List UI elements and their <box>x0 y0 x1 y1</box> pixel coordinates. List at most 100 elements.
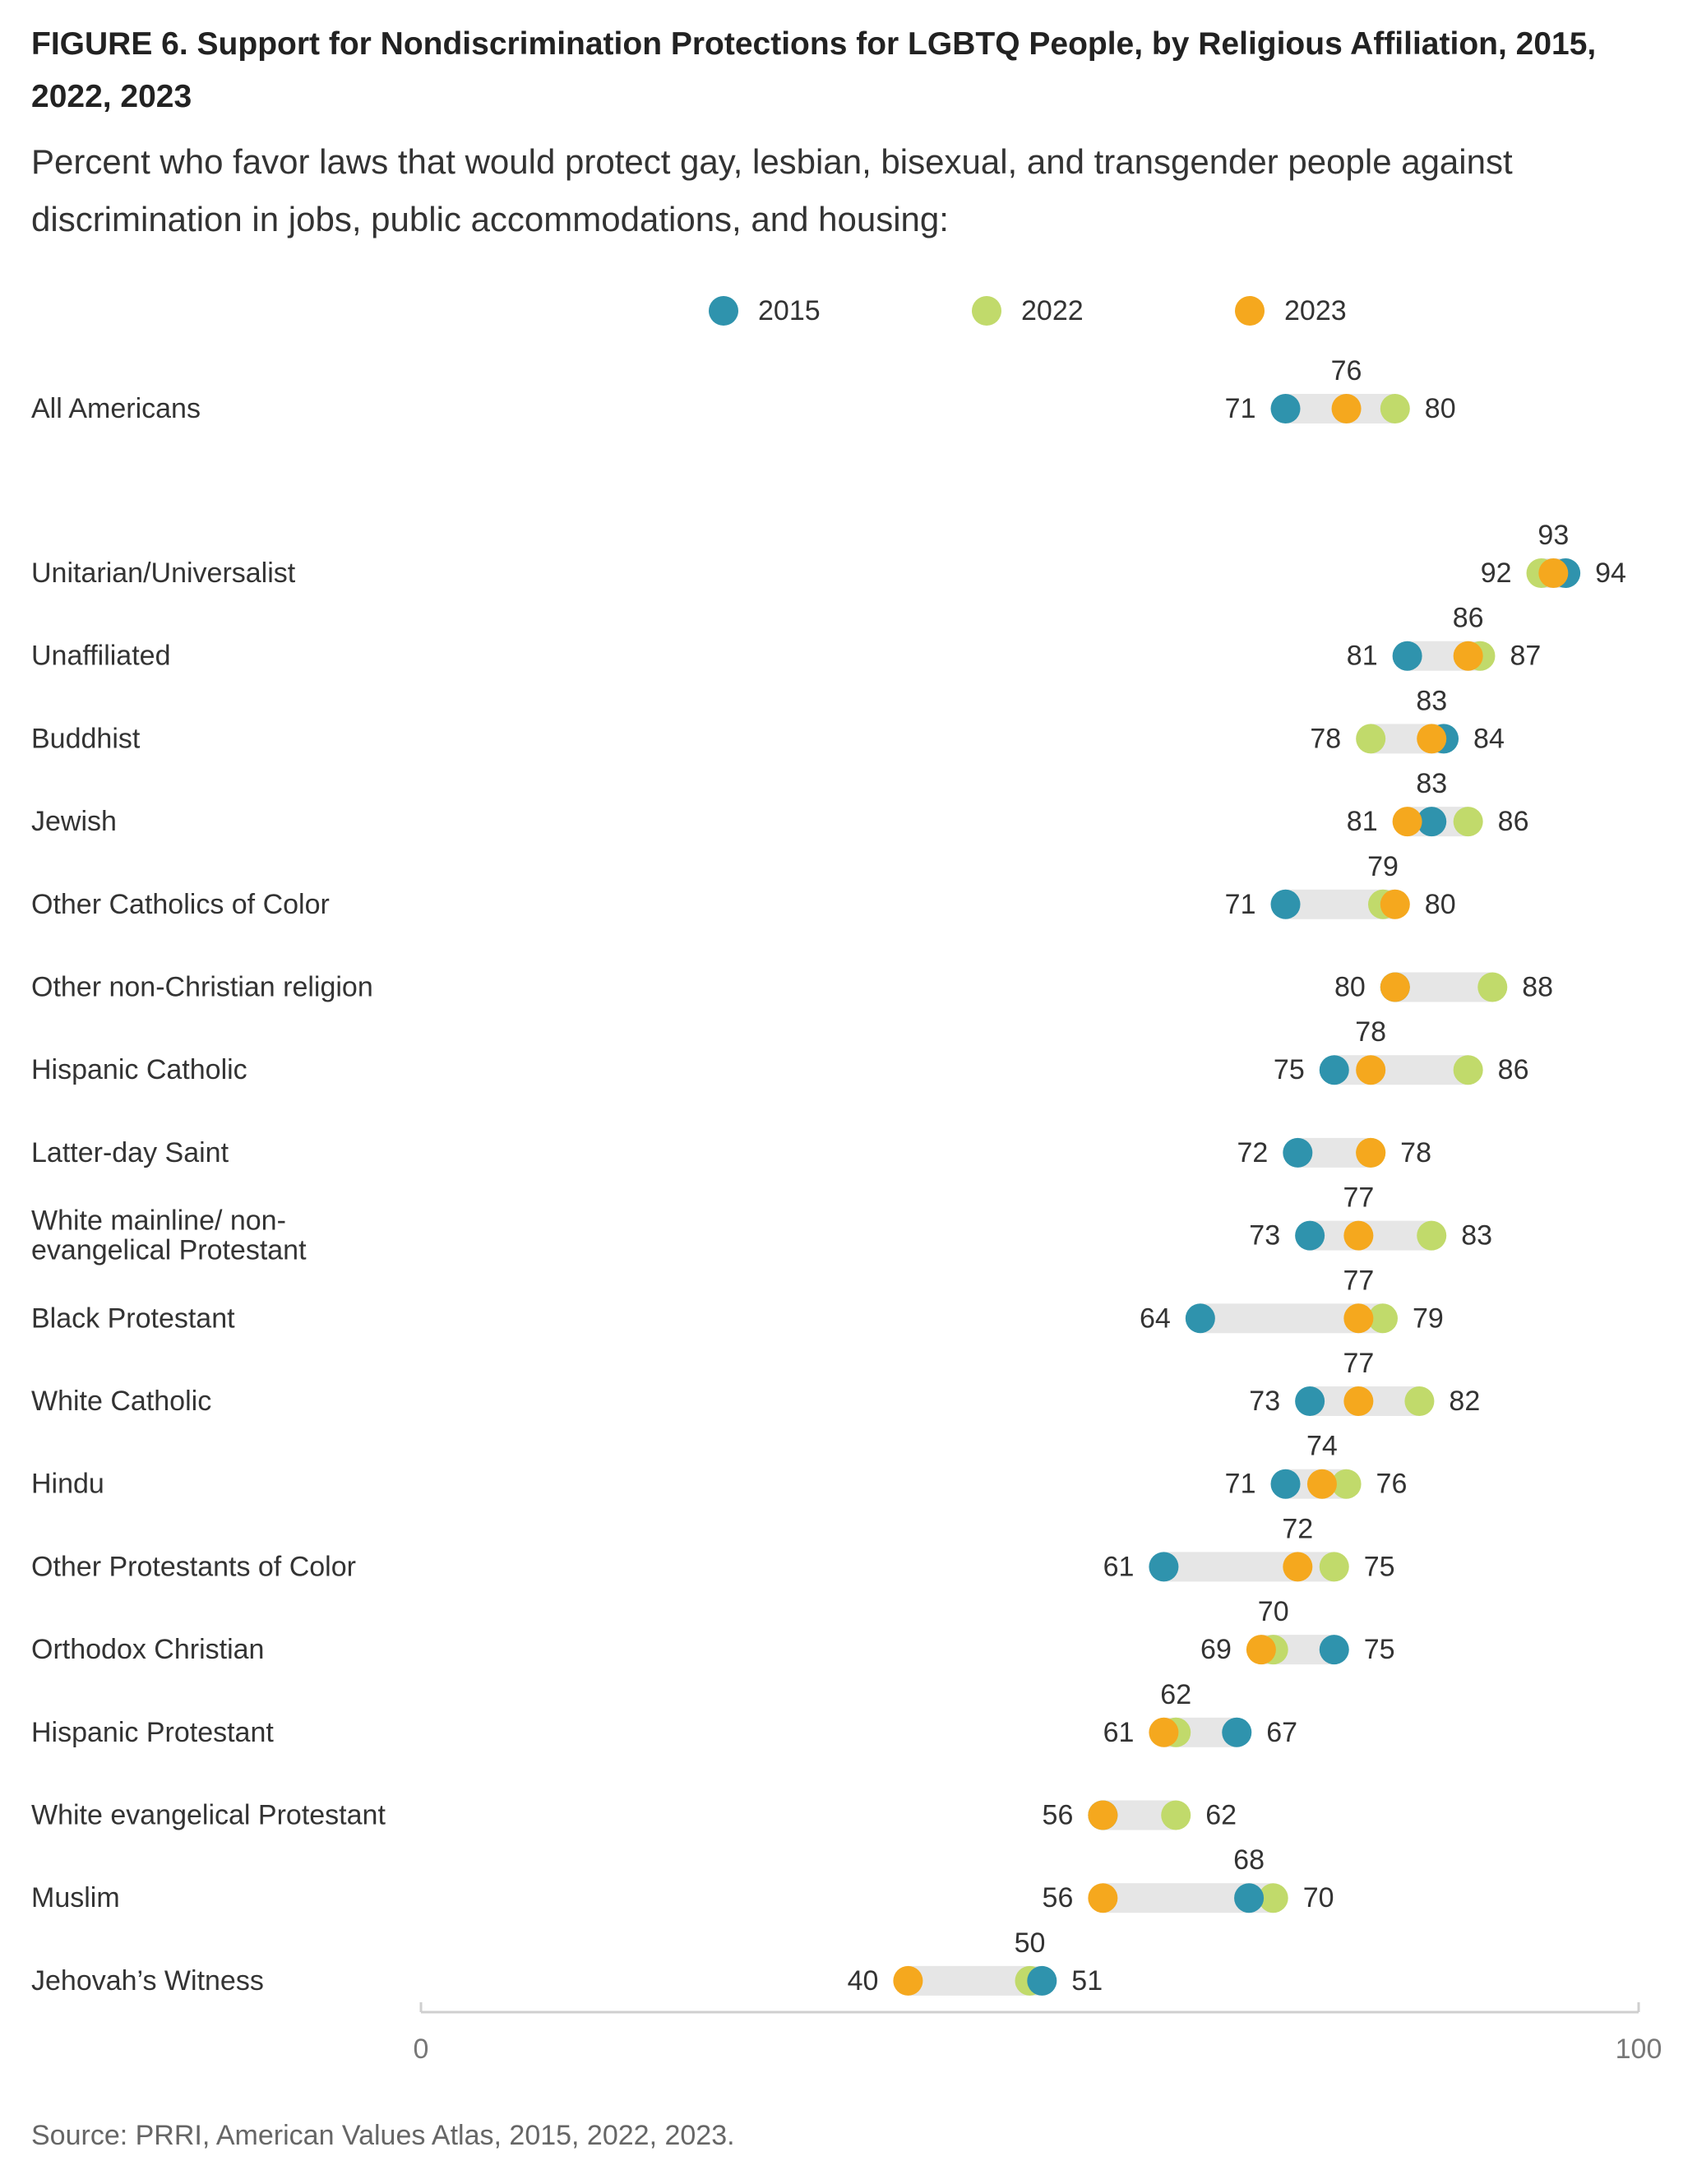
row-15 <box>1149 1717 1252 1747</box>
dot-2015 <box>1027 1965 1057 1996</box>
legend-marker-2023 <box>1235 296 1265 326</box>
dot-2022 <box>1477 972 1508 1002</box>
dot-2023 <box>893 1965 923 1996</box>
category-label: Hispanic Protestant <box>31 1717 274 1748</box>
legend-label-2015: 2015 <box>758 295 821 326</box>
dot-2023 <box>1356 1137 1386 1168</box>
category-label: Orthodox Christian <box>31 1634 264 1665</box>
dot-2023 <box>1343 1220 1374 1251</box>
dot-2015 <box>1295 1386 1325 1416</box>
row-3 <box>1356 724 1459 754</box>
dot-2023 <box>1283 1552 1313 1582</box>
dot-2022 <box>1380 394 1410 423</box>
category-label: Buddhist <box>31 723 141 754</box>
dot-2015 <box>1270 394 1301 423</box>
category-label: Other non-Christian religion <box>31 972 373 1003</box>
category-label: Jehovah’s Witness <box>31 1965 264 1997</box>
value-label-left: 75 <box>1274 1054 1305 1085</box>
source-note: Source: PRRI, American Values Atlas, 201… <box>31 2120 735 2151</box>
dot-2015 <box>1185 1303 1215 1334</box>
value-label-top: 62 <box>1160 1679 1191 1710</box>
row-9 <box>1295 1220 1447 1251</box>
value-label-right: 83 <box>1461 1220 1492 1252</box>
value-label-right: 86 <box>1498 806 1529 837</box>
value-label-right: 67 <box>1266 1717 1297 1748</box>
category-label-line: White mainline/ non- <box>31 1205 286 1237</box>
dot-2022 <box>1404 1386 1435 1416</box>
row-5 <box>1270 889 1410 919</box>
dot-2022 <box>1453 1055 1483 1085</box>
value-label-top: 68 <box>1233 1844 1265 1876</box>
dot-2023 <box>1088 1800 1118 1830</box>
row-1 <box>1526 558 1581 588</box>
value-label-right: 87 <box>1510 641 1541 672</box>
value-label-right: 86 <box>1498 1054 1529 1085</box>
value-label-top: 78 <box>1355 1016 1386 1048</box>
dot-2023 <box>1343 1303 1374 1334</box>
row-12 <box>1270 1469 1362 1499</box>
value-label-left: 61 <box>1103 1717 1135 1748</box>
row-2 <box>1392 641 1496 671</box>
dot-2023 <box>1380 889 1410 919</box>
value-label-top: 50 <box>1015 1927 1046 1959</box>
value-label-top: 83 <box>1416 768 1447 799</box>
chart-title: FIGURE 6. Support for Nondiscrimination … <box>31 26 1597 114</box>
value-label-left: 71 <box>1225 393 1256 424</box>
range-bar <box>1394 972 1493 1002</box>
value-label-right: 75 <box>1364 1551 1395 1582</box>
category-label: White Catholic <box>31 1386 211 1417</box>
row-17 <box>1088 1883 1288 1913</box>
value-label-top: 76 <box>1331 355 1362 386</box>
category-label: Other Catholics of Color <box>31 889 330 920</box>
value-label-left: 80 <box>1334 972 1366 1003</box>
category-label: Muslim <box>31 1882 120 1913</box>
dot-2022 <box>1331 1469 1362 1499</box>
value-label-left: 40 <box>848 1965 879 1997</box>
category-label: Latter-day Saint <box>31 1137 229 1168</box>
value-label-left: 71 <box>1225 1469 1256 1500</box>
dot-2022 <box>1367 1303 1398 1334</box>
value-label-top: 83 <box>1416 685 1447 716</box>
value-label-right: 70 <box>1303 1882 1334 1913</box>
dot-2015 <box>1319 1635 1349 1665</box>
row-7 <box>1319 1055 1483 1085</box>
value-label-right: 80 <box>1425 393 1456 424</box>
row-8 <box>1283 1137 1386 1168</box>
category-label: Other Protestants of Color <box>31 1551 356 1582</box>
value-label-left: 73 <box>1249 1386 1280 1417</box>
row-6 <box>1380 972 1508 1002</box>
value-label-right: 94 <box>1595 558 1626 589</box>
category-label: Unitarian/Universalist <box>31 558 296 589</box>
value-label-left: 71 <box>1225 889 1256 920</box>
value-label-top: 74 <box>1306 1431 1338 1462</box>
chart-subtitle: Percent who favor laws that would protec… <box>31 142 1513 238</box>
category-label: Unaffiliated <box>31 641 171 672</box>
dot-2015 <box>1283 1137 1313 1168</box>
value-label-right: 51 <box>1071 1965 1103 1997</box>
value-label-left: 81 <box>1347 641 1378 672</box>
value-label-left: 69 <box>1200 1634 1232 1665</box>
value-label-right: 88 <box>1522 972 1553 1003</box>
dot-2023 <box>1088 1883 1118 1913</box>
value-label-right: 79 <box>1413 1303 1444 1334</box>
row-18 <box>893 1965 1057 1996</box>
value-label-right: 62 <box>1205 1800 1237 1831</box>
value-label-left: 61 <box>1103 1551 1135 1582</box>
dot-2023 <box>1246 1635 1276 1665</box>
legend-marker-2022 <box>972 296 1001 326</box>
category-label: White evangelical Protestant <box>31 1800 386 1831</box>
value-label-left: 81 <box>1347 806 1378 837</box>
value-label-top: 77 <box>1343 1182 1374 1214</box>
dot-2023 <box>1149 1717 1179 1747</box>
dot-2022 <box>1356 724 1386 754</box>
row-4 <box>1392 807 1483 837</box>
value-label-right: 82 <box>1449 1386 1480 1417</box>
dot-2023 <box>1453 641 1483 671</box>
value-label-right: 84 <box>1473 723 1505 754</box>
dot-2022 <box>1417 1220 1447 1251</box>
dot-2015 <box>1295 1220 1325 1251</box>
dot-2015 <box>1392 641 1422 671</box>
dot-2015 <box>1149 1552 1179 1582</box>
row-14 <box>1246 1635 1349 1665</box>
